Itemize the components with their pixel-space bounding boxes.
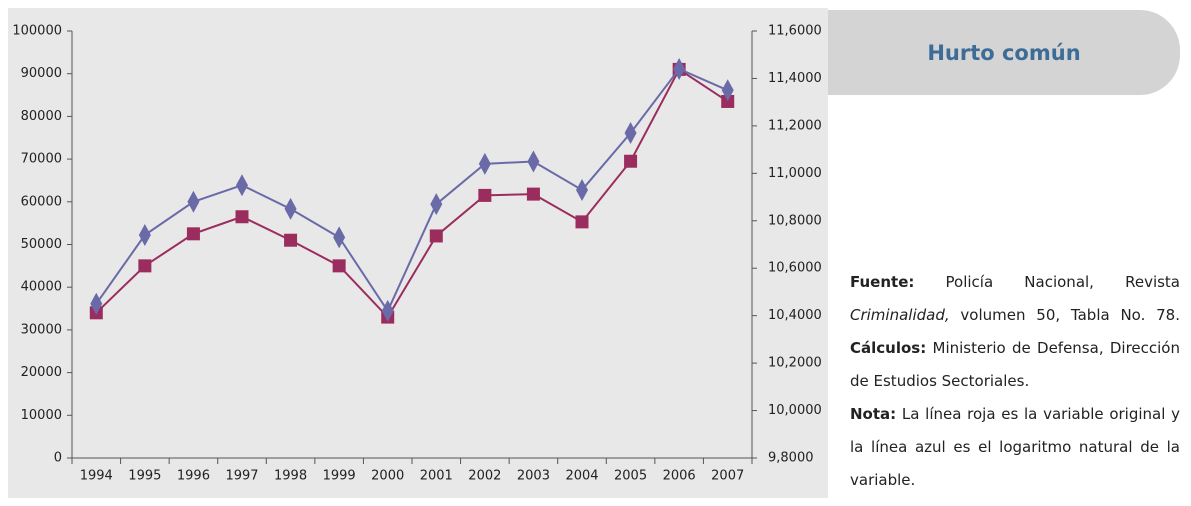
x-tick-label: 2007 [711, 469, 744, 484]
marker [90, 292, 103, 315]
marker [478, 152, 491, 175]
chart: 0 10000 20000 30000 40000 50000 60000 70000 8000… [8, 8, 828, 498]
y-tick-label: 70000 [21, 152, 62, 167]
marker [478, 188, 492, 202]
chart-background [8, 8, 828, 498]
marker [526, 187, 540, 201]
note: Policía Nacional, Revista [945, 273, 1180, 291]
x-tick-label: 1999 [323, 469, 356, 484]
note: Fuente: [850, 273, 915, 291]
y2-tick-label: 11,6000 [768, 24, 822, 39]
y2-tick-label: 11,0000 [768, 166, 822, 181]
marker [673, 57, 686, 80]
series-line [95, 67, 729, 313]
marker [187, 190, 200, 213]
x-tick-label: 2000 [371, 469, 404, 484]
x-tick-label: 1996 [177, 469, 210, 484]
y-tick-label: 40000 [21, 280, 62, 295]
marker [624, 122, 637, 145]
marker [429, 229, 443, 243]
x-tick-label: 1998 [274, 469, 307, 484]
x-tick-label: 1995 [128, 469, 161, 484]
y-tick-label: 10000 [21, 408, 62, 423]
marker [575, 215, 589, 229]
x-tick-label: 2006 [663, 469, 696, 484]
marker [236, 174, 248, 197]
marker [430, 193, 443, 216]
marker [576, 178, 588, 201]
marker [284, 197, 297, 220]
y2-tick-label: 10,2000 [768, 356, 822, 371]
marker [186, 227, 200, 241]
note: Criminalidad, [850, 306, 950, 324]
marker [381, 299, 394, 322]
marker [721, 79, 734, 102]
series-line [95, 67, 729, 319]
y-tick-label: 90000 [21, 66, 62, 81]
note: Nota: [850, 405, 897, 423]
x-tick-label: 2001 [420, 469, 453, 484]
marker [138, 224, 151, 247]
y-tick-label: 30000 [21, 322, 62, 337]
y-tick-label: 0 [54, 451, 62, 466]
y2-tick-label: 11,4000 [768, 71, 822, 86]
marker [333, 226, 346, 249]
marker [721, 94, 735, 108]
y2-tick-label: 10,0000 [768, 403, 822, 418]
y-tick-label: 50000 [21, 237, 62, 252]
y2-tick-label: 10,4000 [768, 308, 822, 323]
x-tick-label: 2003 [517, 469, 550, 484]
y-tick-label: 80000 [21, 109, 62, 124]
notes: Fuente: Policía Nacional, Revista Crimin… [850, 266, 1180, 506]
marker [138, 259, 152, 273]
marker [235, 210, 249, 224]
y2-tick-label: 10,6000 [768, 261, 822, 276]
marker [527, 150, 540, 173]
y2-tick-label: 11,2000 [768, 118, 822, 133]
marker [332, 259, 346, 273]
x-tick-label: 2002 [468, 469, 501, 484]
note: La línea roja es la variable original y … [850, 405, 1180, 489]
panel-title: Hurto común [828, 10, 1180, 95]
y-tick-label: 20000 [21, 365, 62, 380]
y-tick-label: 100000 [12, 24, 62, 39]
note: Cálculos: [850, 339, 927, 357]
note: Ministerio de Defensa, Dirección de Estu… [850, 339, 1180, 390]
marker [284, 233, 298, 247]
y2-tick-label: 9,8000 [768, 451, 814, 466]
note: volumen 50, Tabla No. 78. [960, 306, 1180, 324]
marker [624, 154, 638, 168]
y2-tick-label: 10,8000 [768, 213, 822, 228]
x-tick-label: 1994 [80, 469, 113, 484]
y-tick-label: 60000 [21, 194, 62, 209]
x-tick-label: 1997 [225, 469, 258, 484]
x-tick-label: 2004 [565, 469, 598, 484]
x-tick-label: 2005 [614, 469, 647, 484]
